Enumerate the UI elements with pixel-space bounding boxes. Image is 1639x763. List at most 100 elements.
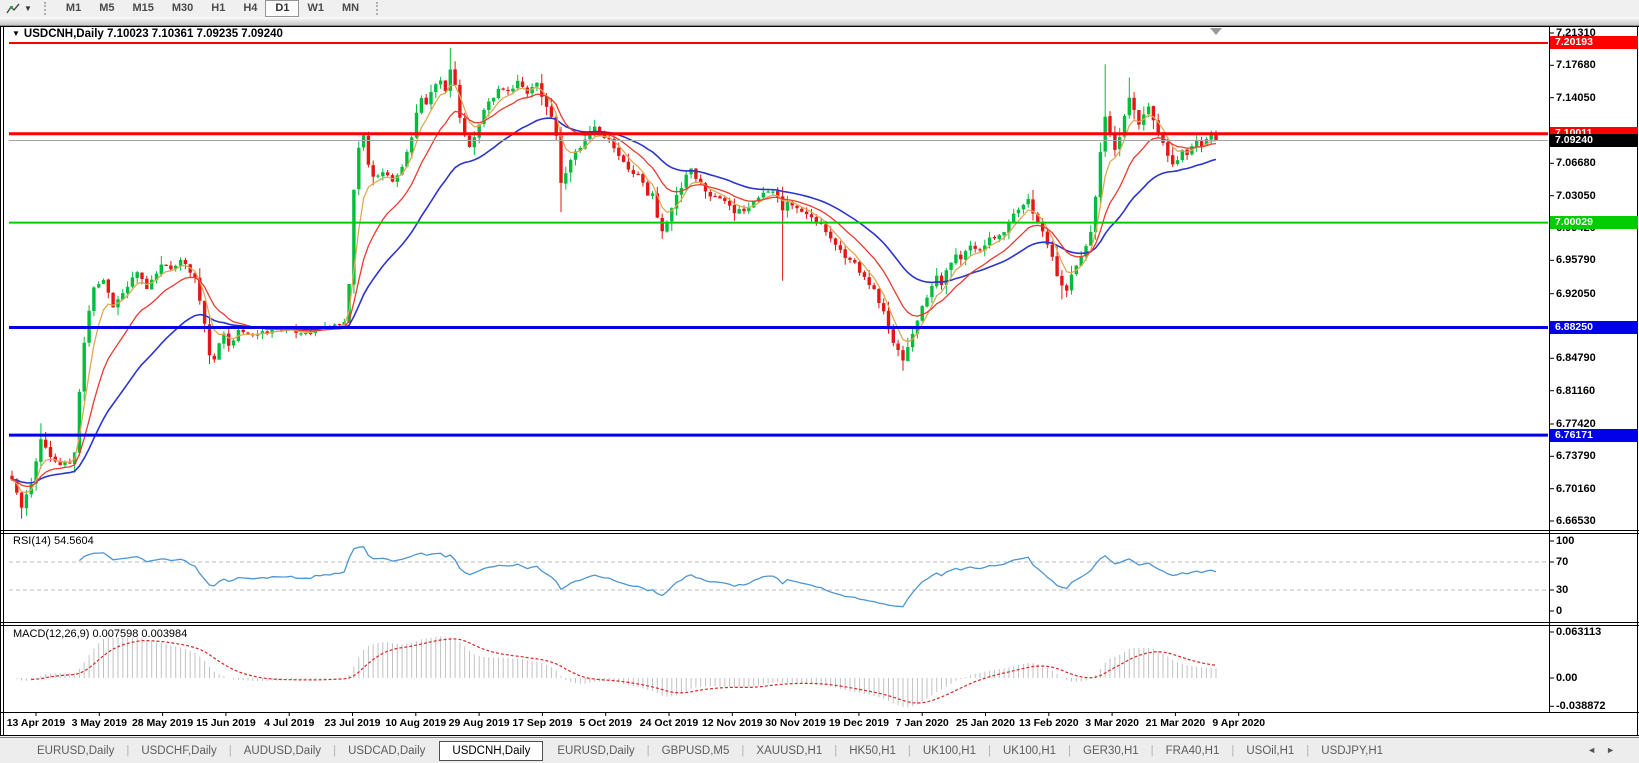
date-label-19: 9 Apr 2020 <box>1212 717 1266 729</box>
tab-separator: | <box>646 744 650 757</box>
price-tick-6.84790: 6.84790 <box>1556 352 1596 365</box>
price-tick-6.73790: 6.73790 <box>1556 450 1596 463</box>
rsi-level-70: 70 <box>1556 556 1569 568</box>
tab-separator: | <box>333 744 337 757</box>
tab-separator: | <box>228 744 232 757</box>
tab-separator: | <box>907 744 911 757</box>
chart-tab-fra40-h1[interactable]: FRA40,H1 <box>1165 744 1220 757</box>
price-tick-7.06680: 7.06680 <box>1556 157 1596 170</box>
timeframe-button-h4[interactable]: H4 <box>243 2 258 14</box>
toolbar-separator <box>376 2 379 15</box>
date-label-5: 23 Jul 2019 <box>324 717 381 729</box>
date-label-14: 7 Jan 2020 <box>895 717 949 729</box>
date-label-3: 15 Jun 2019 <box>196 717 256 729</box>
chart-tab-uk100-h1[interactable]: UK100,H1 <box>1002 744 1057 757</box>
chart-tab-xauusd-h1[interactable]: XAUUSD,H1 <box>756 744 823 757</box>
price-tick-6.95790: 6.95790 <box>1556 254 1596 267</box>
rsi-level-0: 0 <box>1556 605 1563 617</box>
date-label-0: 13 Apr 2019 <box>6 717 66 729</box>
date-label-7: 29 Aug 2019 <box>448 717 510 729</box>
chart-tab-uk100-h1[interactable]: UK100,H1 <box>922 744 976 757</box>
tab-separator: | <box>1306 744 1310 757</box>
date-label-6: 10 Aug 2019 <box>385 717 447 729</box>
price-tick-7.14050: 7.14050 <box>1556 91 1596 104</box>
tab-separator: | <box>126 744 130 757</box>
chart-tab-ger30-h1[interactable]: GER30,H1 <box>1083 744 1139 757</box>
chart-collapse-icon[interactable]: ▼ <box>12 29 20 38</box>
date-label-18: 21 Mar 2020 <box>1145 717 1206 729</box>
date-label-16: 13 Feb 2020 <box>1019 717 1079 729</box>
chart-tab-hk50-h1[interactable]: HK50,H1 <box>849 744 896 757</box>
chart-ohlc-values: 7.10023 7.10361 7.09235 7.09240 <box>107 28 283 40</box>
tab-separator: | <box>834 744 838 757</box>
chart-title: ▼ USDCNH,Daily 7.10023 7.10361 7.09235 7.… <box>12 28 283 40</box>
timeframe-button-m30[interactable]: M30 <box>171 2 194 14</box>
date-label-12: 30 Nov 2019 <box>765 717 826 729</box>
macd-axis--0.038872: -0.038872 <box>1556 700 1606 713</box>
macd-axis-0.00: 0.00 <box>1556 672 1578 684</box>
tab-separator: | <box>741 744 745 757</box>
chart-horizontal-scrollbar[interactable] <box>0 17 1639 26</box>
tabs-nav-arrows: ◄► <box>1587 745 1625 755</box>
rsi-level-30: 30 <box>1556 584 1569 596</box>
timeframe-button-d1[interactable]: D1 <box>265 0 300 17</box>
price-tick-6.66530: 6.66530 <box>1556 515 1596 527</box>
chart-tab-usdjpy-h1[interactable]: USDJPY,H1 <box>1321 744 1384 757</box>
date-label-11: 12 Nov 2019 <box>701 717 763 729</box>
price-tick-7.21310: 7.21310 <box>1556 27 1596 39</box>
tabs-scroll-right-icon[interactable]: ► <box>1606 745 1625 755</box>
timeframe-button-w1[interactable]: W1 <box>307 2 324 14</box>
price-tick-6.77420: 6.77420 <box>1556 417 1596 430</box>
date-label-10: 24 Oct 2019 <box>639 717 699 729</box>
timeframe-button-mn[interactable]: MN <box>341 2 360 14</box>
date-label-17: 3 Mar 2020 <box>1085 717 1139 729</box>
top-toolbar: ▼ M1 M5 M15 M30 H1 H4 D1 W1 MN <box>0 0 1639 17</box>
chart-tab-eurusd-daily[interactable]: EURUSD,Daily <box>557 744 635 757</box>
timeframe-button-m15[interactable]: M15 <box>132 2 154 14</box>
price-label-7.00029: 7.00029 <box>1550 216 1638 230</box>
indicator-line-icon[interactable] <box>4 2 22 16</box>
timeframe-button-m1[interactable]: M1 <box>65 2 82 14</box>
price-tick-7.03050: 7.03050 <box>1556 189 1596 202</box>
chart-tab-usdcad-daily[interactable]: USDCAD,Daily <box>348 744 426 757</box>
date-label-1: 3 May 2019 <box>71 717 128 729</box>
chart-tabs-bar: EURUSD,Daily | USDCHF,Daily | AUDUSD,Daily | U… <box>0 737 1639 763</box>
chart-tab-gbpusd-m5[interactable]: GBPUSD,M5 <box>661 744 730 757</box>
price-tick-6.70160: 6.70160 <box>1556 482 1596 495</box>
chart-tab-audusd-daily[interactable]: AUDUSD,Daily <box>243 744 322 757</box>
date-label-4: 4 Jul 2019 <box>264 717 315 729</box>
date-label-13: 19 Dec 2019 <box>828 717 889 729</box>
price-label-6.88250: 6.88250 <box>1550 321 1638 334</box>
chart-tab-eurusd-daily[interactable]: EURUSD,Daily <box>37 744 115 757</box>
chart-window[interactable] <box>0 26 1639 735</box>
tab-separator: | <box>987 744 991 757</box>
rsi-indicator-label: RSI(14) 54.5604 <box>13 535 94 547</box>
tab-separator: | <box>1068 744 1072 757</box>
date-label-2: 28 May 2019 <box>131 717 194 729</box>
caret-down-icon[interactable]: ▼ <box>24 4 32 13</box>
chart-tab-usdchf-daily[interactable]: USDCHF,Daily <box>141 744 217 757</box>
chart-tab-usoil-h1[interactable]: USOil,H1 <box>1246 744 1295 757</box>
toolbar-grip[interactable] <box>43 2 51 15</box>
tab-separator: | <box>1231 744 1235 757</box>
rsi-level-100: 100 <box>1556 535 1575 547</box>
price-tick-6.81160: 6.81160 <box>1556 384 1596 397</box>
price-tick-6.92050: 6.92050 <box>1556 287 1596 300</box>
tab-separator: | <box>1150 744 1154 757</box>
chart-symbol-label: USDCNH,Daily <box>23 28 104 40</box>
macd-indicator-label: MACD(12,26,9) 0.007598 0.003984 <box>13 628 188 640</box>
tabs-scroll-left-icon[interactable]: ◄ <box>1587 745 1607 755</box>
date-label-9: 5 Oct 2019 <box>579 717 632 729</box>
chart-tab-usdcnh-daily[interactable]: USDCNH,Daily <box>439 740 544 761</box>
price-tick-7.17680: 7.17680 <box>1556 59 1596 72</box>
price-label-7.20193: 7.20193 <box>1550 36 1638 50</box>
macd-axis-0.063113: 0.063113 <box>1556 625 1602 638</box>
timeframe-button-m5[interactable]: M5 <box>99 2 115 14</box>
chart-shift-marker-icon[interactable] <box>1210 28 1222 35</box>
timeframe-button-h1[interactable]: H1 <box>211 2 226 14</box>
price-label-6.76171: 6.76171 <box>1550 428 1638 442</box>
timeframe-toolbar: M1 M5 M15 M30 H1 H4 D1 W1 MN <box>57 0 368 17</box>
date-label-8: 17 Sep 2019 <box>512 717 573 729</box>
